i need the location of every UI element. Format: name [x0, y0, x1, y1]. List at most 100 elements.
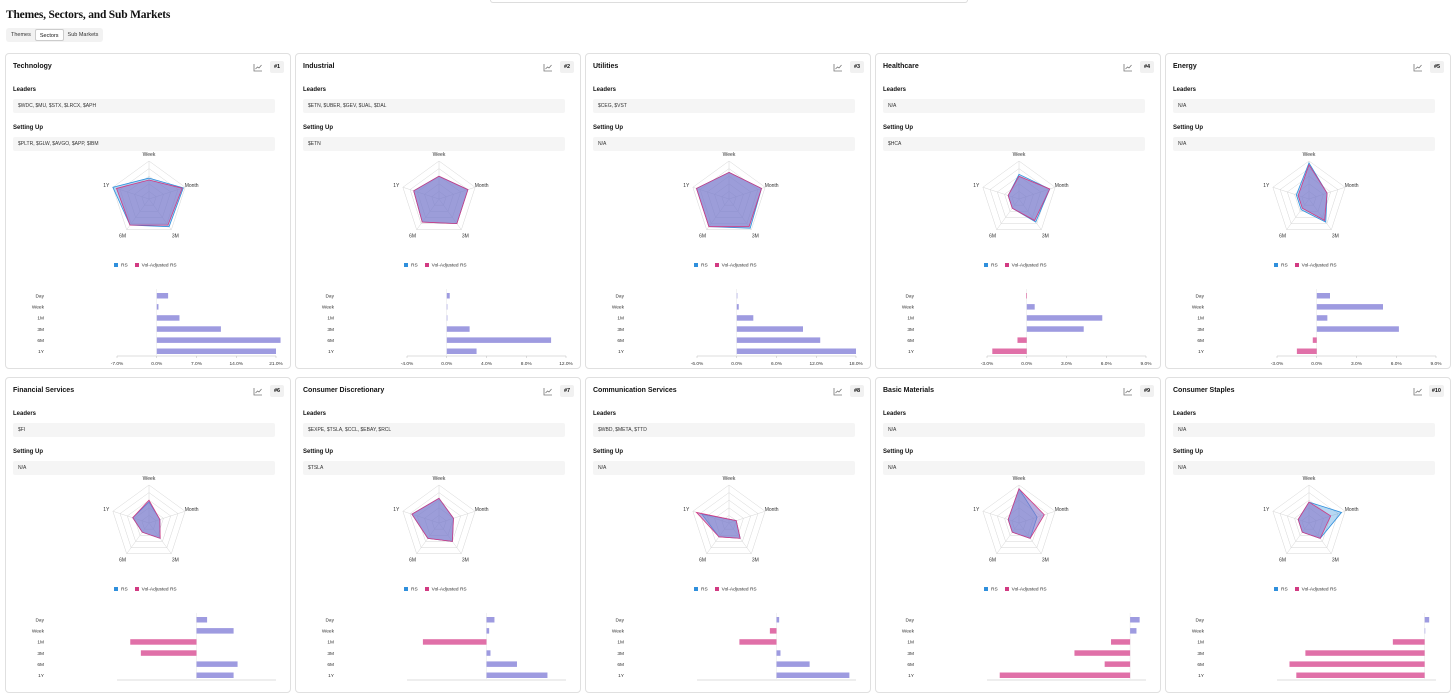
legend-vol[interactable]: Vol-Adjusted RS: [714, 587, 757, 592]
bar[interactable]: [1026, 293, 1027, 299]
legend-vol[interactable]: Vol-Adjusted RS: [424, 263, 467, 268]
legend-rs[interactable]: RS: [694, 263, 708, 268]
bar[interactable]: [196, 672, 234, 679]
tab-themes[interactable]: Themes: [11, 32, 31, 38]
bar[interactable]: [1026, 304, 1035, 310]
legend-rs[interactable]: RS: [694, 587, 708, 592]
bar[interactable]: [1130, 617, 1140, 623]
legend-vol[interactable]: Vol-Adjusted RS: [714, 263, 757, 268]
bar[interactable]: [1316, 315, 1328, 321]
bar[interactable]: [1316, 326, 1399, 332]
bar[interactable]: [156, 315, 180, 321]
bar[interactable]: [486, 628, 490, 634]
legend-rs[interactable]: RS: [984, 263, 998, 268]
bar[interactable]: [1104, 661, 1131, 667]
line-chart-icon[interactable]: [1413, 63, 1423, 72]
bar[interactable]: [1316, 304, 1383, 310]
bar[interactable]: [776, 650, 781, 656]
bar[interactable]: [446, 326, 470, 332]
radar-axis-label: 1Y: [973, 507, 980, 513]
tab-sub-markets[interactable]: Sub Markets: [67, 32, 99, 38]
bar[interactable]: [1424, 617, 1430, 623]
legend-rs[interactable]: RS: [1274, 587, 1288, 592]
bar[interactable]: [736, 315, 754, 321]
bar[interactable]: [446, 315, 448, 321]
bar[interactable]: [156, 348, 276, 355]
bar[interactable]: [736, 337, 821, 343]
bar[interactable]: [1289, 661, 1425, 667]
bar[interactable]: [1392, 639, 1425, 645]
bar[interactable]: [1296, 672, 1425, 679]
line-chart-icon[interactable]: [253, 387, 263, 396]
line-chart-icon[interactable]: [543, 387, 553, 396]
bar[interactable]: [446, 304, 448, 310]
legend-rs[interactable]: RS: [404, 263, 418, 268]
legend-vol[interactable]: Vol-Adjusted RS: [1004, 263, 1047, 268]
line-chart-icon[interactable]: [1123, 63, 1133, 72]
radar-grid-ring: [409, 492, 469, 548]
leaders-value: $WDC, $MU, $STX, $LRCX, $APH: [13, 99, 275, 113]
legend-vol[interactable]: Vol-Adjusted RS: [1294, 263, 1337, 268]
line-chart-icon[interactable]: [253, 63, 263, 72]
bar[interactable]: [446, 348, 477, 355]
legend-rs[interactable]: RS: [984, 587, 998, 592]
bar[interactable]: [739, 639, 777, 645]
radar-axis-label: Week: [723, 476, 736, 482]
bar-category-label: 3M: [1197, 327, 1204, 333]
radar-axis-label: 1Y: [393, 507, 400, 513]
bar[interactable]: [1026, 315, 1103, 321]
bar[interactable]: [1026, 326, 1084, 332]
bar[interactable]: [140, 650, 197, 656]
bar[interactable]: [486, 617, 495, 623]
legend-vol[interactable]: Vol-Adjusted RS: [1004, 587, 1047, 592]
bar[interactable]: [1424, 628, 1426, 634]
bar[interactable]: [130, 639, 197, 645]
bar[interactable]: [196, 628, 234, 634]
bar[interactable]: [196, 661, 238, 667]
bar[interactable]: [992, 348, 1027, 355]
bar[interactable]: [156, 304, 159, 310]
bar[interactable]: [1074, 650, 1131, 656]
bar[interactable]: [1296, 348, 1317, 355]
bar[interactable]: [156, 293, 169, 299]
bar[interactable]: [736, 293, 738, 299]
line-chart-icon[interactable]: [1413, 387, 1423, 396]
legend-rs[interactable]: RS: [1274, 263, 1288, 268]
line-chart-icon[interactable]: [543, 63, 553, 72]
bar[interactable]: [776, 617, 780, 623]
bar[interactable]: [1111, 639, 1131, 645]
bar[interactable]: [776, 672, 850, 679]
bar[interactable]: [1305, 650, 1425, 656]
bar[interactable]: [999, 672, 1131, 679]
bar[interactable]: [1130, 628, 1137, 634]
bar[interactable]: [486, 650, 491, 656]
line-chart-icon[interactable]: [1123, 387, 1133, 396]
bar[interactable]: [196, 617, 208, 623]
bar[interactable]: [446, 337, 552, 343]
bar[interactable]: [1017, 337, 1027, 343]
bar[interactable]: [736, 348, 856, 355]
legend-vol[interactable]: Vol-Adjusted RS: [134, 587, 177, 592]
bar[interactable]: [156, 326, 221, 332]
bar[interactable]: [156, 337, 281, 343]
bar[interactable]: [486, 661, 517, 667]
line-chart-icon[interactable]: [833, 63, 843, 72]
bar[interactable]: [486, 672, 548, 679]
bar[interactable]: [769, 628, 777, 634]
legend-rs[interactable]: RS: [404, 587, 418, 592]
tab-sectors[interactable]: Sectors: [34, 29, 64, 41]
bar[interactable]: [1316, 293, 1330, 299]
legend-vol[interactable]: Vol-Adjusted RS: [134, 263, 177, 268]
legend-rs[interactable]: RS: [114, 263, 128, 268]
bar[interactable]: [1312, 337, 1317, 343]
legend-vol[interactable]: Vol-Adjusted RS: [1294, 587, 1337, 592]
bar[interactable]: [446, 293, 450, 299]
line-chart-icon[interactable]: [833, 387, 843, 396]
bar[interactable]: [422, 639, 487, 645]
radar-axis-label: Week: [143, 152, 156, 158]
legend-vol[interactable]: Vol-Adjusted RS: [424, 587, 467, 592]
bar[interactable]: [776, 661, 810, 667]
legend-rs[interactable]: RS: [114, 587, 128, 592]
bar[interactable]: [736, 326, 803, 332]
bar[interactable]: [736, 304, 739, 310]
